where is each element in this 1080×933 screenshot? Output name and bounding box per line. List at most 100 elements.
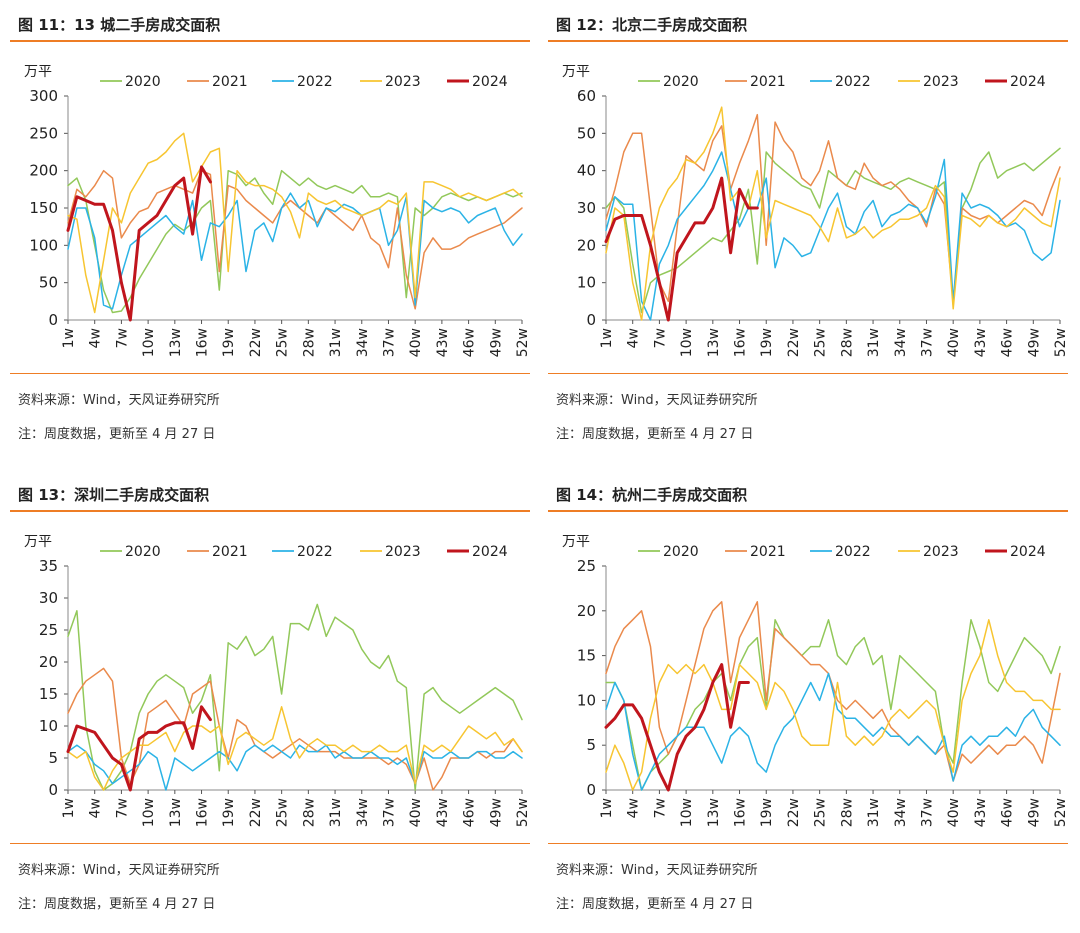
x-tick-label: 31w (866, 798, 882, 827)
legend: 2020 2021 2022 2023 2024 (100, 74, 508, 90)
x-tick-label: 13w (168, 798, 184, 827)
line-chart: 万平 2020 2021 2022 2023 2024 0 5 10 15 20 25 30 35 1w 4w… (24, 534, 530, 827)
chart-title: 图 14：杭州二手房成交面积 (556, 486, 748, 504)
chart-panel-1: 图 11：13 城二手房成交面积 万平 2020 2021 2022 2023 2024 0… (10, 8, 538, 463)
x-tick-label: 43w (435, 328, 451, 357)
x-tick-label: 13w (168, 328, 184, 357)
x-tick-label: 10w (141, 798, 157, 827)
series-line-2023 (605, 619, 1061, 791)
note-text: 注：周度数据，更新至 4 月 27 日 (18, 897, 216, 912)
source-divider (548, 373, 1068, 374)
x-tick-label: 25w (813, 328, 829, 357)
x-tick-label: 25w (813, 798, 829, 827)
legend-label-2021: 2021 (212, 544, 248, 560)
x-tick-label: 10w (679, 328, 695, 357)
series-line-2022 (605, 672, 1061, 791)
y-tick-label: 20 (577, 602, 596, 620)
y-tick-label: 0 (586, 781, 596, 799)
x-tick-label: 34w (355, 798, 371, 827)
x-tick-label: 37w (381, 328, 397, 357)
source-divider (548, 843, 1068, 844)
y-tick-label: 0 (48, 311, 58, 329)
title-divider (10, 510, 530, 512)
x-tick-label: 46w (1000, 798, 1016, 827)
x-tick-label: 16w (733, 798, 749, 827)
x-tick-label: 40w (408, 798, 424, 827)
legend: 2020 2021 2022 2023 2024 (638, 544, 1046, 560)
x-tick-label: 46w (462, 328, 478, 357)
series-line-2022 (605, 151, 1061, 321)
x-tick-label: 34w (355, 328, 371, 357)
series-line-2021 (605, 601, 1061, 782)
x-tick-label: 37w (381, 798, 397, 827)
x-tick-label: 52w (1053, 798, 1068, 827)
source-text: 资料来源：Wind，天风证券研究所 (556, 393, 758, 408)
x-tick-label: 49w (488, 328, 504, 357)
series-line-2021 (67, 169, 523, 310)
note-text: 注：周度数据，更新至 4 月 27 日 (556, 427, 754, 442)
x-tick-label: 19w (759, 328, 775, 357)
x-tick-label: 16w (733, 328, 749, 357)
series-line-2020 (67, 603, 523, 791)
x-tick-label: 37w (919, 328, 935, 357)
x-tick-label: 7w (114, 328, 130, 348)
legend-label-2020: 2020 (125, 74, 161, 90)
x-tick-label: 1w (599, 328, 615, 348)
y-tick-label: 40 (577, 162, 596, 180)
x-tick-label: 31w (866, 328, 882, 357)
source-text: 资料来源：Wind，天风证券研究所 (18, 393, 220, 408)
y-tick-label: 15 (577, 647, 596, 665)
legend-label-2024: 2024 (1010, 74, 1046, 90)
series-line-2023 (67, 132, 523, 314)
x-tick-label: 7w (114, 798, 130, 818)
chart-panel-4: 图 14：杭州二手房成交面积 万平 2020 2021 2022 2023 2024 0 5 1… (548, 478, 1076, 933)
series-line-2021 (605, 113, 1061, 303)
x-tick-label: 22w (786, 328, 802, 357)
x-tick-label: 16w (195, 328, 211, 357)
series-line-2023 (67, 706, 523, 791)
x-tick-label: 4w (88, 328, 104, 348)
legend-label-2022: 2022 (835, 74, 871, 90)
legend-label-2023: 2023 (385, 74, 421, 90)
note-text: 注：周度数据，更新至 4 月 27 日 (18, 427, 216, 442)
line-chart: 万平 2020 2021 2022 2023 2024 0 50 100 150 200 250 300… (24, 64, 530, 357)
y-tick-label: 20 (577, 236, 596, 254)
title-divider (548, 40, 1068, 42)
series-line-2024 (66, 705, 212, 792)
y-tick-label: 100 (29, 236, 58, 254)
y-tick-label: 35 (39, 557, 58, 575)
series-line-2022 (67, 744, 523, 791)
series-line-2020 (67, 169, 523, 314)
chart-title: 图 12：北京二手房成交面积 (556, 16, 748, 34)
legend: 2020 2021 2022 2023 2024 (638, 74, 1046, 90)
chart-title: 图 11：13 城二手房成交面积 (18, 16, 221, 34)
y-tick-label: 60 (577, 87, 596, 105)
x-tick-label: 40w (408, 328, 424, 357)
y-tick-label: 150 (29, 199, 58, 217)
legend-label-2020: 2020 (663, 544, 699, 560)
y-tick-label: 200 (29, 162, 58, 180)
y-tick-label: 25 (577, 557, 596, 575)
legend-label-2021: 2021 (750, 544, 786, 560)
x-tick-label: 49w (1026, 328, 1042, 357)
x-tick-label: 13w (706, 798, 722, 827)
y-tick-label: 300 (29, 87, 58, 105)
x-tick-label: 52w (515, 798, 530, 827)
title-divider (548, 510, 1068, 512)
x-tick-label: 19w (759, 798, 775, 827)
y-tick-label: 20 (39, 653, 58, 671)
x-tick-label: 52w (515, 328, 530, 357)
legend-label-2023: 2023 (923, 74, 959, 90)
y-tick-label: 50 (577, 124, 596, 142)
y-tick-label: 250 (29, 124, 58, 142)
source-text: 资料来源：Wind，天风证券研究所 (556, 863, 758, 878)
x-tick-label: 7w (652, 798, 668, 818)
source-divider (10, 373, 530, 374)
x-tick-label: 28w (839, 328, 855, 357)
legend-label-2020: 2020 (663, 74, 699, 90)
chart-title: 图 13：深圳二手房成交面积 (18, 486, 210, 504)
source-divider (10, 843, 530, 844)
x-tick-label: 1w (61, 328, 77, 348)
line-chart: 万平 2020 2021 2022 2023 2024 0 5 10 15 20 25 1w 4w 7w 10… (562, 534, 1068, 827)
legend-label-2021: 2021 (750, 74, 786, 90)
